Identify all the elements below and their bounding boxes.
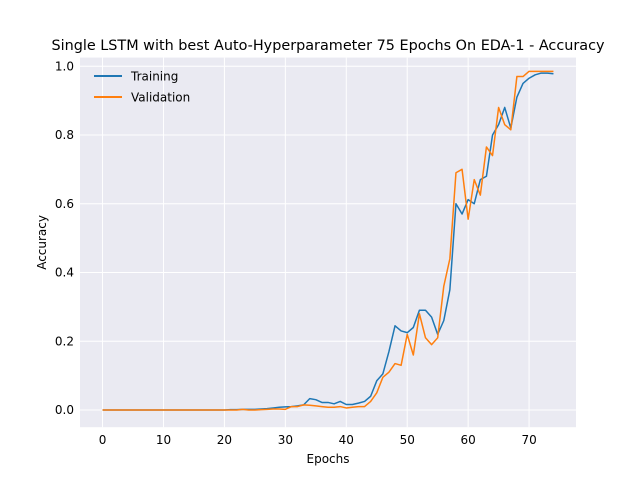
y-tick-label: 0.0 xyxy=(55,403,74,417)
x-tick-label: 20 xyxy=(217,433,232,447)
x-tick-label: 0 xyxy=(99,433,107,447)
x-tick-labels: 0 10 20 30 40 50 60 70 xyxy=(99,433,537,447)
x-tick-label: 60 xyxy=(461,433,476,447)
chart-title: Single LSTM with best Auto-Hyperparamete… xyxy=(51,38,605,54)
x-tick-label: 70 xyxy=(521,433,536,447)
y-tick-label: 0.6 xyxy=(55,197,74,211)
x-tick-label: 30 xyxy=(278,433,293,447)
y-tick-label: 0.2 xyxy=(55,334,74,348)
x-tick-label: 40 xyxy=(339,433,354,447)
plot-area xyxy=(80,57,576,428)
x-tick-label: 50 xyxy=(400,433,415,447)
y-tick-label: 0.4 xyxy=(55,266,74,280)
legend: Training Validation xyxy=(94,69,190,104)
y-tick-label: 1.0 xyxy=(55,59,74,73)
x-tick-label: 10 xyxy=(156,433,171,447)
y-tick-labels: 0.0 0.2 0.4 0.6 0.8 1.0 xyxy=(55,59,74,417)
y-tick-label: 0.8 xyxy=(55,128,74,142)
x-axis-label: Epochs xyxy=(307,452,350,466)
series-line-validation xyxy=(102,70,554,411)
y-axis-label: Accuracy xyxy=(35,215,49,270)
series-lines xyxy=(102,70,554,411)
legend-label-training: Training xyxy=(130,69,178,83)
legend-label-validation: Validation xyxy=(131,90,190,104)
